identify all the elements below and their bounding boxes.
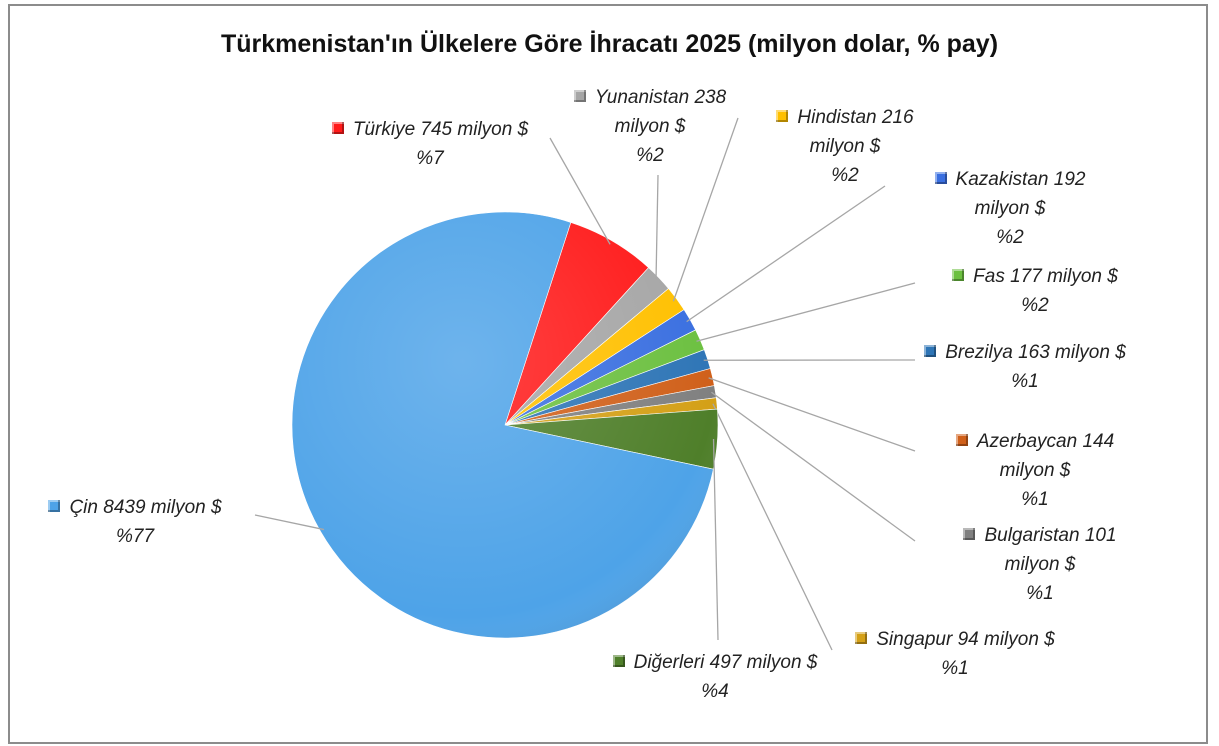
data-label: Bulgaristan 101 milyon $ %1 <box>935 521 1145 608</box>
legend-marker <box>952 269 965 281</box>
value-label: 144 milyon $ <box>999 431 1115 481</box>
legend-marker <box>963 528 976 540</box>
data-label: Kazakistan 192 milyon $ %2 <box>915 165 1105 252</box>
category-label: Türkiye <box>352 119 416 140</box>
data-label: Singapur 94 milyon $ %1 <box>830 625 1080 683</box>
legend-marker <box>331 122 344 134</box>
data-label: Brezilya 163 milyon $ %1 <box>905 338 1145 396</box>
label-text: Fas 177 milyon $ <box>915 262 1155 291</box>
category-label: Azerbaycan <box>976 431 1078 452</box>
value-label: 94 milyon $ <box>957 629 1055 650</box>
leader-line <box>708 377 916 452</box>
label-text: Çin 8439 milyon $ <box>5 493 265 522</box>
category-label: Yunanistan <box>594 87 690 108</box>
percent-label: %77 <box>115 526 155 547</box>
value-label: 745 milyon $ <box>420 119 529 140</box>
legend-marker <box>955 434 968 446</box>
category-label: Hindistan <box>797 107 877 128</box>
leader-line <box>711 391 916 542</box>
percent-label: %2 <box>636 145 664 166</box>
leader-line <box>712 403 833 651</box>
chart-frame <box>8 4 1208 744</box>
legend-marker <box>612 655 625 667</box>
legend-marker <box>48 500 61 512</box>
data-label: Yunanistan 238 milyon $ %2 <box>550 83 750 170</box>
percent-label: %4 <box>701 681 729 702</box>
category-label: Brezilya <box>945 342 1013 363</box>
leader-line <box>686 185 886 323</box>
label-text: Singapur 94 milyon $ <box>830 625 1080 654</box>
category-label: Kazakistan <box>955 169 1049 190</box>
percent-label: %1 <box>941 658 969 679</box>
category-label: Çin <box>69 497 98 518</box>
category-label: Fas <box>973 266 1005 287</box>
label-text: Kazakistan 192 milyon $ <box>915 165 1105 223</box>
label-text: Diğerleri 497 milyon $ <box>585 648 845 677</box>
value-label: 192 milyon $ <box>974 169 1086 219</box>
data-label: Hindistan 216 milyon $ %2 <box>755 103 935 190</box>
data-label: Diğerleri 497 milyon $ %4 <box>585 648 845 706</box>
data-label: Azerbaycan 144 milyon $ %1 <box>930 427 1140 514</box>
label-text: Bulgaristan 101 milyon $ <box>935 521 1145 579</box>
category-label: Singapur <box>876 629 953 650</box>
leader-line <box>655 174 659 281</box>
label-text: Yunanistan 238 milyon $ <box>550 83 750 141</box>
label-text: Brezilya 163 milyon $ <box>905 338 1145 367</box>
legend-marker <box>776 110 789 122</box>
percent-label: %1 <box>1011 371 1039 392</box>
category-label: Diğerleri <box>633 652 705 673</box>
value-label: 216 milyon $ <box>809 107 914 157</box>
legend-marker <box>573 90 586 102</box>
legend-marker <box>934 172 947 184</box>
label-text: Türkiye 745 milyon $ <box>295 115 565 144</box>
value-label: 163 milyon $ <box>1018 342 1126 363</box>
legend-marker <box>924 345 937 357</box>
value-label: 497 milyon $ <box>709 652 818 673</box>
value-label: 177 milyon $ <box>1010 266 1118 287</box>
label-text: Azerbaycan 144 milyon $ <box>930 427 1140 485</box>
data-label: Türkiye 745 milyon $ %7 <box>295 115 565 173</box>
percent-label: %2 <box>1021 295 1049 316</box>
percent-label: %7 <box>416 148 444 169</box>
data-label: Çin 8439 milyon $ %77 <box>5 493 265 551</box>
value-label: 101 milyon $ <box>1004 525 1117 575</box>
leader-line <box>696 282 916 342</box>
value-label: 8439 milyon $ <box>103 497 222 518</box>
value-label: 238 milyon $ <box>614 87 727 137</box>
percent-label: %1 <box>1021 489 1049 510</box>
percent-label: %2 <box>996 227 1024 248</box>
label-text: Hindistan 216 milyon $ <box>755 103 935 161</box>
percent-label: %2 <box>831 165 859 186</box>
percent-label: %1 <box>1026 583 1054 604</box>
legend-marker <box>855 632 868 644</box>
leader-line <box>712 438 719 641</box>
data-label: Fas 177 milyon $ %2 <box>915 262 1155 320</box>
category-label: Bulgaristan <box>984 525 1080 546</box>
chart-title: Türkmenistan'ın Ülkelere Göre İhracatı 2… <box>220 30 999 58</box>
